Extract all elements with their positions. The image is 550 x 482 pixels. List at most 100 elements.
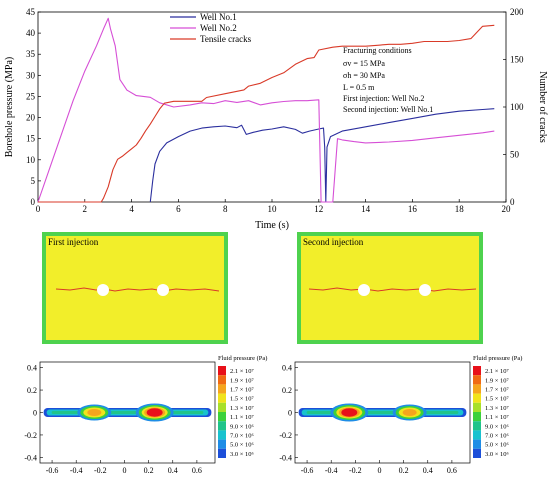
colorbar-label: 1.1 × 10⁷ (485, 414, 509, 421)
x-tick-label: -0.4 (325, 466, 338, 475)
colorbar-label: 3.0 × 10⁶ (485, 451, 509, 458)
colorbar-label: 9.0 × 10⁶ (485, 423, 509, 430)
colorbar-swatch (218, 421, 226, 431)
x-tick-label: 2 (83, 204, 88, 214)
condition-first-injection: First injection: Well No.2 (343, 94, 424, 103)
image-fill (46, 236, 224, 340)
x-tick-label: 0.6 (447, 466, 457, 475)
x-tick-label: 0.4 (168, 466, 178, 475)
y-tick-label: 0.4 (27, 364, 37, 373)
colorbar-swatch (473, 439, 481, 449)
legend-label-cracks: Tensile cracks (200, 34, 252, 44)
colorbar-label: 1.7 × 10⁷ (485, 387, 509, 394)
x-tick-label: 0 (377, 466, 381, 475)
x-tick-label: 4 (129, 204, 134, 214)
colorbar-swatch (218, 366, 226, 376)
colorbar-swatch (473, 448, 481, 458)
y-left-tick-label: 25 (26, 91, 36, 101)
pressure-crack-chart: 0 2 4 6 8 10 12 14 16 18 2005101520253035404505010… (4, 7, 548, 231)
chart-series (37, 17, 495, 203)
y-left-tick-label: 5 (31, 176, 36, 186)
colorbar-label: 1.5 × 10⁷ (485, 396, 509, 403)
fracturing-conditions: Fracturing conditions σv = 15 MPa σh = 3… (343, 46, 433, 114)
colorbar-label: 1.1 × 10⁷ (230, 414, 254, 421)
x-tick-label: 6 (176, 204, 181, 214)
colorbar-swatch (473, 402, 481, 412)
x-tick-label: 0.6 (192, 466, 202, 475)
colorbar-swatch (473, 384, 481, 394)
x-tick-label: 0.2 (399, 466, 409, 475)
x-tick-label: -0.6 (301, 466, 314, 475)
y-tick-label: 0 (33, 409, 37, 418)
pressure-zone-secondary (87, 409, 102, 416)
colorbar-title: Fluid pressure (Pa) (218, 355, 267, 362)
colorbar-label: 5.0 × 10⁶ (485, 442, 509, 449)
x-tick-label: -0.2 (94, 466, 107, 475)
colorbar-swatch (218, 375, 226, 385)
colorbar-swatch (473, 366, 481, 376)
legend-label-well-1: Well No.1 (200, 12, 237, 22)
pressure-zone-peak (146, 408, 163, 417)
legend: Well No.1 Well No.2 Tensile cracks (170, 12, 252, 44)
colorbar-label: 1.9 × 10⁷ (485, 377, 509, 384)
condition-sigma-v: σv = 15 MPa (343, 59, 385, 68)
y-left-tick-label: 35 (26, 49, 36, 59)
borehole-well-1 (157, 284, 169, 296)
x-tick-label: -0.2 (349, 466, 362, 475)
y-tick-label: -0.2 (24, 431, 37, 440)
conditions-title: Fracturing conditions (343, 46, 412, 55)
borehole-well-2 (358, 284, 370, 296)
y-left-tick-label: 40 (26, 28, 36, 38)
colorbar-swatch (218, 448, 226, 458)
fracture-crack (308, 287, 477, 292)
image-title: Second injection (303, 237, 364, 247)
y-left-tick-label: 0 (31, 197, 36, 207)
x-tick-label: 8 (223, 204, 228, 214)
x-tick-label: 12 (314, 204, 323, 214)
y-right-tick-label: 100 (510, 102, 524, 112)
x-tick-label: 20 (502, 204, 512, 214)
x-tick-label: 0.2 (144, 466, 154, 475)
fluid-pressure-map-first: -0.6 -0.4 -0.2 0 0.2 0.4 0.6 0.4 0.2 0 -0.2 -0.4 Flu… (24, 355, 267, 475)
colorbar-label: 2.1 × 10⁷ (485, 368, 509, 375)
colorbar-title: Fluid pressure (Pa) (473, 355, 522, 362)
colorbar-label: 7.0 × 10⁶ (485, 433, 509, 440)
condition-length: L = 0.5 m (343, 83, 375, 92)
y-tick-label: -0.2 (279, 431, 292, 440)
y-tick-label: 0.2 (282, 386, 292, 395)
y-left-tick-label: 20 (26, 113, 36, 123)
colorbar-label: 3.0 × 10⁶ (230, 451, 254, 458)
particle-image-second: Second injection (297, 232, 483, 344)
colorbar-swatch (218, 412, 226, 422)
colorbar-swatch (473, 375, 481, 385)
y-tick-label: 0.4 (282, 364, 292, 373)
x-tick-label: 0 (36, 204, 41, 214)
image-fill (301, 236, 479, 340)
colorbar-label: 1.3 × 10⁷ (485, 405, 509, 412)
condition-sigma-h: σh = 30 MPa (343, 71, 385, 80)
chart-axes-ticks: 0 2 4 6 8 10 12 14 16 18 2005101520253035404505010… (26, 7, 524, 214)
borehole-well-2 (97, 284, 109, 296)
image-title: First injection (48, 237, 99, 247)
x-tick-label: -0.6 (46, 466, 59, 475)
y-tick-label: -0.4 (279, 453, 292, 462)
legend-label-well-2: Well No.2 (200, 23, 237, 33)
pressure-band-core (51, 411, 204, 414)
x-axis-label: Time (s) (255, 220, 289, 231)
y-right-tick-label: 150 (510, 55, 524, 65)
series-well-1-line (149, 108, 495, 203)
colorbar-swatch (218, 439, 226, 449)
colorbar-swatch (473, 393, 481, 403)
pressure-band-core (306, 411, 459, 414)
y-tick-label: -0.4 (24, 453, 37, 462)
colorbar-swatch (473, 421, 481, 431)
colorbar-swatch (473, 412, 481, 422)
colorbar-swatch (218, 384, 226, 394)
y-right-tick-label: 0 (510, 197, 515, 207)
fracture-crack (55, 287, 220, 292)
colorbar-swatch (218, 393, 226, 403)
y-tick-label: 0 (288, 409, 292, 418)
colorbar-label: 1.3 × 10⁷ (230, 405, 254, 412)
x-tick-label: 18 (455, 204, 465, 214)
